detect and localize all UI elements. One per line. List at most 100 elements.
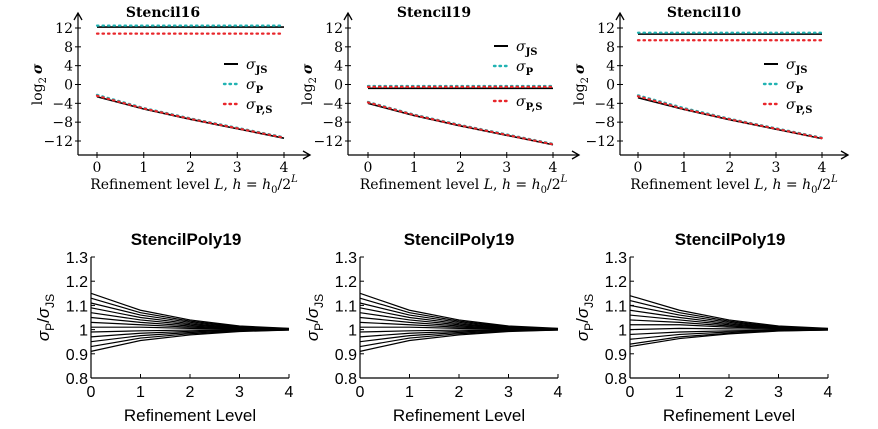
y-tick-label: 1.1: [66, 298, 88, 315]
x-tick-label: 0: [626, 384, 635, 401]
y-tick-label: 1: [618, 323, 627, 340]
x-tick-label: 0: [634, 160, 643, 176]
legend-label: σP,S: [786, 97, 813, 116]
x-axis-arrow: [840, 150, 850, 160]
x-tick-label: 1: [675, 384, 684, 401]
x-tick-label: 3: [502, 160, 511, 176]
y-tick-label: 0: [606, 78, 615, 94]
y-tick-label: 1: [348, 323, 357, 340]
ratio-line: [629, 329, 829, 348]
y-axis-arrow: [343, 11, 353, 21]
x-tick-label: 4: [549, 160, 558, 176]
x-tick-label: 3: [233, 160, 242, 176]
y-tick-label: 8: [606, 40, 615, 56]
legend-label: σP,S: [516, 94, 543, 113]
y-axis-label: σP/σJS: [573, 294, 596, 341]
x-axis-label: Refinement Level: [124, 406, 256, 425]
x-tick-label: 1: [139, 160, 148, 176]
x-tick-label: 1: [136, 384, 145, 401]
x-axis-arrow: [571, 150, 581, 160]
series-line-sigma-p-s: [366, 101, 555, 146]
sigma-ratio-panel-1: 1.3 1.2 1.1 1 0.9 0.80 1 2 3 4 StencilPoly19 σP/σJS…: [34, 230, 294, 425]
x-tick-label: 0: [364, 160, 373, 176]
x-tick-label: 3: [772, 160, 781, 176]
x-tick-label: 4: [554, 384, 563, 401]
x-tick-label: 4: [280, 160, 289, 176]
ratio-line: [90, 329, 290, 352]
y-tick-label: −12: [585, 134, 615, 150]
y-tick-label: 4: [64, 59, 73, 75]
y-tick-label: 1.2: [605, 274, 627, 291]
y-tick-label: 12: [55, 21, 73, 37]
chart-title: StencilPoly19: [675, 230, 786, 249]
chart-title: Stencil19: [397, 5, 471, 21]
x-tick-label: 1: [680, 160, 689, 176]
y-tick-label: 4: [606, 59, 615, 75]
y-tick-label: 0.8: [66, 371, 88, 388]
x-tick-label: 4: [818, 160, 827, 176]
y-axis-label: σP/σJS: [303, 294, 326, 341]
y-tick-label: −8: [52, 115, 73, 131]
y-axis-arrow: [73, 11, 83, 21]
x-axis-label: Refinement level L, h = h0/2L: [360, 174, 568, 196]
x-tick-label: 3: [774, 384, 783, 401]
y-tick-label: 1.3: [66, 250, 88, 267]
legend-label: σP: [246, 77, 264, 96]
x-axis-label: Refinement Level: [663, 406, 795, 425]
x-tick-label: 2: [186, 160, 195, 176]
x-tick-label: 0: [87, 384, 96, 401]
y-tick-label: 0.8: [335, 371, 357, 388]
y-tick-label: −4: [322, 96, 343, 112]
x-axis-label: Refinement Level: [393, 406, 525, 425]
y-tick-label: 1.3: [335, 250, 357, 267]
x-tick-label: 2: [456, 160, 465, 176]
x-tick-label: 2: [455, 384, 464, 401]
x-tick-label: 1: [405, 384, 414, 401]
series-line-sigma-p: [95, 93, 286, 139]
y-tick-label: 1.2: [66, 274, 88, 291]
y-tick-label: 12: [325, 21, 343, 37]
x-tick-label: 2: [186, 384, 195, 401]
x-tick-label: 4: [285, 384, 294, 401]
chart-title: Stencil16: [126, 5, 200, 21]
y-tick-label: 8: [64, 40, 73, 56]
x-tick-label: 3: [504, 384, 513, 401]
y-tick-label: −12: [313, 134, 343, 150]
x-axis-label: Refinement level L, h = h0/2L: [630, 174, 838, 196]
y-tick-label: 0: [64, 78, 73, 94]
chart-title: Stencil10: [667, 5, 742, 21]
legend-label: σJS: [786, 57, 808, 76]
sigma-ratio-panel-3: 1.3 1.2 1.1 1 0.9 0.80 1 2 3 4 StencilPoly19 σP/σJS…: [573, 230, 833, 425]
y-axis-label: σP/σJS: [34, 294, 57, 341]
y-axis-label: log2σ: [572, 63, 591, 105]
x-tick-label: 1: [410, 160, 419, 176]
y-axis-label: log2σ: [30, 63, 49, 105]
y-tick-label: 8: [334, 40, 343, 56]
y-tick-label: 0.9: [605, 347, 627, 364]
series-line-sigma-p-s: [95, 94, 286, 139]
x-tick-label: 3: [235, 384, 244, 401]
x-axis-label: Refinement level L, h = h0/2L: [90, 174, 298, 196]
series-line-sigma-p-s: [636, 95, 824, 140]
y-axis-label: log2σ: [300, 63, 319, 105]
x-axis-arrow: [302, 150, 312, 160]
y-tick-label: 0.8: [605, 371, 627, 388]
legend-label: σP,S: [246, 97, 273, 116]
y-tick-label: 0: [334, 78, 343, 94]
y-tick-label: −4: [594, 96, 615, 112]
y-tick-label: 1: [79, 323, 88, 340]
legend-label: σP: [786, 77, 804, 96]
sigma-ratio-panel-2: 1.3 1.2 1.1 1 0.9 0.80 1 2 3 4 StencilPoly19 σP/σJS…: [303, 230, 563, 425]
y-tick-label: 12: [597, 21, 615, 37]
y-tick-label: 0.9: [66, 347, 88, 364]
x-tick-label: 4: [824, 384, 833, 401]
y-tick-label: 1.1: [335, 298, 357, 315]
chart-title: StencilPoly19: [131, 230, 242, 249]
y-tick-label: 1.2: [335, 274, 357, 291]
